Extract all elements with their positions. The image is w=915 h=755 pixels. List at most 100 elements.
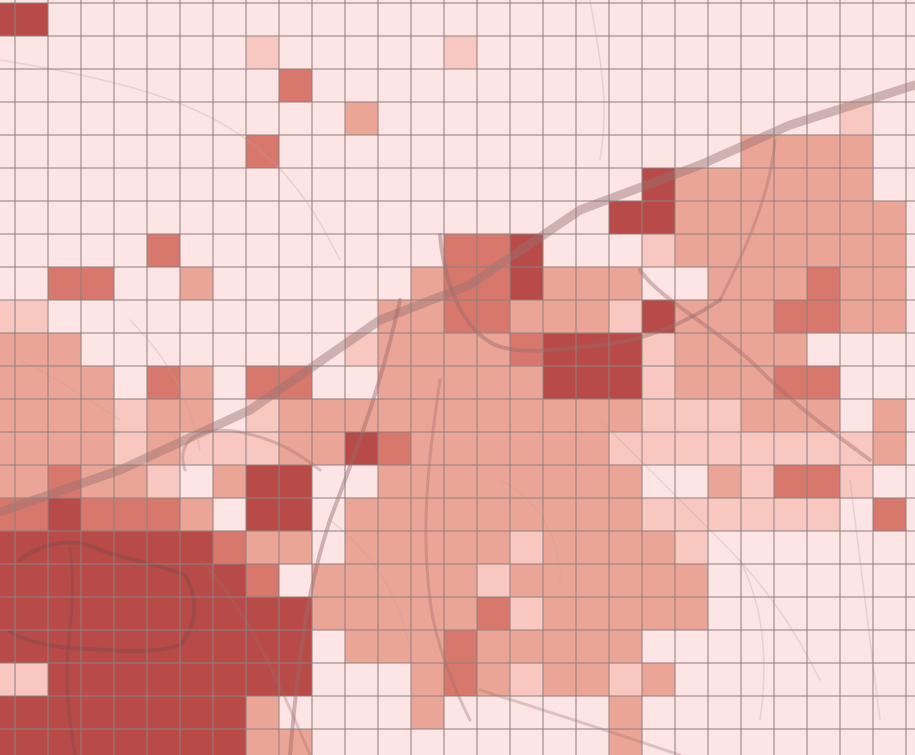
grid-cell[interactable] <box>81 366 114 399</box>
grid-cell[interactable] <box>510 465 543 498</box>
grid-cell[interactable] <box>81 597 114 630</box>
grid-cell[interactable] <box>708 300 741 333</box>
grid-cell[interactable] <box>0 696 15 729</box>
grid-cell[interactable] <box>147 432 180 465</box>
grid-cell[interactable] <box>576 399 609 432</box>
grid-cell[interactable] <box>477 630 510 663</box>
grid-cell[interactable] <box>576 663 609 696</box>
grid-cell[interactable] <box>576 267 609 300</box>
grid-cell[interactable] <box>741 498 774 531</box>
grid-cell[interactable] <box>576 597 609 630</box>
grid-cell[interactable] <box>873 267 906 300</box>
grid-cell[interactable] <box>708 465 741 498</box>
grid-cell[interactable] <box>741 333 774 366</box>
grid-cell[interactable] <box>477 432 510 465</box>
grid-cell[interactable] <box>576 432 609 465</box>
grid-cell[interactable] <box>444 300 477 333</box>
grid-cell[interactable] <box>48 432 81 465</box>
grid-cell[interactable] <box>444 399 477 432</box>
grid-cell[interactable] <box>246 366 279 399</box>
grid-cell[interactable] <box>543 498 576 531</box>
grid-cell[interactable] <box>840 432 873 465</box>
grid-cell[interactable] <box>444 267 477 300</box>
grid-cell[interactable] <box>477 597 510 630</box>
grid-cell[interactable] <box>411 300 444 333</box>
grid-cell[interactable] <box>510 663 543 696</box>
grid-cell[interactable] <box>741 465 774 498</box>
grid-cell[interactable] <box>48 696 81 729</box>
grid-cell[interactable] <box>180 432 213 465</box>
grid-cell[interactable] <box>48 531 81 564</box>
grid-cell[interactable] <box>477 663 510 696</box>
grid-cell[interactable] <box>0 399 15 432</box>
grid-cell[interactable] <box>807 366 840 399</box>
grid-cell[interactable] <box>774 300 807 333</box>
grid-cell[interactable] <box>114 696 147 729</box>
grid-cell[interactable] <box>180 597 213 630</box>
grid-cell[interactable] <box>81 630 114 663</box>
grid-cell[interactable] <box>411 399 444 432</box>
grid-cell[interactable] <box>0 366 15 399</box>
grid-cell[interactable] <box>576 333 609 366</box>
grid-cell[interactable] <box>741 234 774 267</box>
grid-cell[interactable] <box>48 465 81 498</box>
grid-cell[interactable] <box>378 333 411 366</box>
grid-cell[interactable] <box>312 432 345 465</box>
grid-cell[interactable] <box>312 564 345 597</box>
grid-cell[interactable] <box>609 432 642 465</box>
grid-cell[interactable] <box>708 168 741 201</box>
grid-cell[interactable] <box>411 465 444 498</box>
grid-cell[interactable] <box>609 498 642 531</box>
grid-cell[interactable] <box>147 597 180 630</box>
grid-cell[interactable] <box>279 531 312 564</box>
grid-cell[interactable] <box>345 531 378 564</box>
grid-cell[interactable] <box>48 564 81 597</box>
grid-cell[interactable] <box>741 432 774 465</box>
grid-cell[interactable] <box>180 267 213 300</box>
grid-cell[interactable] <box>774 399 807 432</box>
grid-cell[interactable] <box>444 333 477 366</box>
grid-cell[interactable] <box>345 498 378 531</box>
grid-cell[interactable] <box>411 597 444 630</box>
grid-cell[interactable] <box>114 465 147 498</box>
grid-cell[interactable] <box>180 663 213 696</box>
grid-cell[interactable] <box>279 366 312 399</box>
grid-cell[interactable] <box>81 432 114 465</box>
grid-cell[interactable] <box>279 597 312 630</box>
grid-cell[interactable] <box>345 399 378 432</box>
grid-cell[interactable] <box>708 366 741 399</box>
grid-cell[interactable] <box>246 729 279 755</box>
grid-cell[interactable] <box>180 498 213 531</box>
grid-cell[interactable] <box>675 168 708 201</box>
grid-cell[interactable] <box>774 234 807 267</box>
grid-cell[interactable] <box>345 630 378 663</box>
grid-cell[interactable] <box>0 432 15 465</box>
grid-cell[interactable] <box>642 399 675 432</box>
grid-cell[interactable] <box>609 399 642 432</box>
grid-cell[interactable] <box>708 267 741 300</box>
grid-cell[interactable] <box>279 399 312 432</box>
grid-cell[interactable] <box>213 597 246 630</box>
grid-cell[interactable] <box>246 498 279 531</box>
grid-cell[interactable] <box>180 399 213 432</box>
grid-cell[interactable] <box>81 498 114 531</box>
grid-cell[interactable] <box>444 531 477 564</box>
grid-cell[interactable] <box>807 201 840 234</box>
grid-cell[interactable] <box>147 399 180 432</box>
grid-cell[interactable] <box>609 465 642 498</box>
grid-cell[interactable] <box>510 366 543 399</box>
grid-cell[interactable] <box>642 234 675 267</box>
grid-cell[interactable] <box>81 267 114 300</box>
grid-cell[interactable] <box>0 531 15 564</box>
grid-cell[interactable] <box>0 465 15 498</box>
grid-cell[interactable] <box>840 168 873 201</box>
grid-cell[interactable] <box>741 399 774 432</box>
grid-cell[interactable] <box>840 135 873 168</box>
grid-cell[interactable] <box>642 498 675 531</box>
grid-cell[interactable] <box>873 432 906 465</box>
grid-cell[interactable] <box>675 300 708 333</box>
grid-cell[interactable] <box>807 135 840 168</box>
grid-cell[interactable] <box>807 267 840 300</box>
grid-cell[interactable] <box>213 432 246 465</box>
